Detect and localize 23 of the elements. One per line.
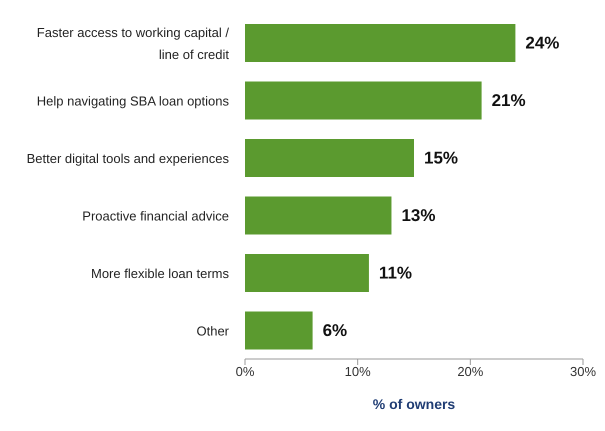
bar (245, 82, 482, 120)
x-tick-label: 0% (236, 364, 255, 380)
data-label: 11% (378, 264, 412, 282)
y-tick-label: Other (196, 322, 230, 338)
bar (245, 312, 313, 350)
data-label: 24% (525, 34, 560, 52)
x-axis-title: % of owners (372, 396, 456, 412)
bar (245, 196, 392, 234)
y-tick-label: Help navigating SBA loan options (36, 92, 230, 108)
y-tick-label: Better digital tools and experiences (26, 150, 230, 166)
x-tick-label: 10% (344, 364, 372, 380)
data-label: 13% (401, 206, 436, 225)
y-tick-label: Faster access to working capital / line of credit (36, 24, 230, 62)
y-tick-label: Proactive financial advice (82, 208, 229, 223)
data-label: 21% (492, 91, 526, 110)
data-label: 15% (424, 148, 458, 168)
data-label: 6% (322, 321, 348, 340)
bar (245, 24, 516, 62)
y-tick-label: More flexible loan terms (91, 265, 230, 280)
x-tick-label: 20% (457, 364, 484, 380)
x-tick-label: 30% (570, 364, 596, 380)
bar (245, 139, 414, 177)
bar (245, 254, 369, 292)
